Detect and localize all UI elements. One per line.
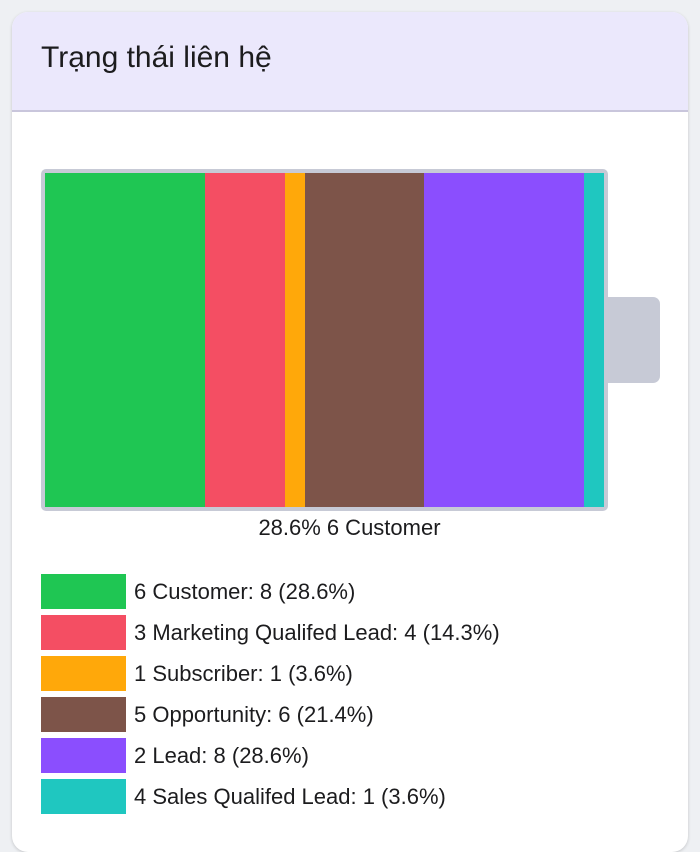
legend-label: 4 Sales Qualifed Lead: 1 (3.6%) (134, 783, 446, 809)
legend-swatch (41, 738, 126, 773)
battery-segment[interactable] (583, 173, 604, 507)
legend-item[interactable]: 2 Lead: 8 (28.6%) (41, 735, 500, 776)
battery-segment[interactable] (204, 173, 285, 507)
legend-item[interactable]: 6 Customer: 8 (28.6%) (41, 571, 500, 612)
battery-cap (608, 297, 660, 383)
legend-swatch (41, 574, 126, 609)
legend-label: 5 Opportunity: 6 (21.4%) (134, 701, 374, 727)
caption-label: 6 Customer (326, 515, 441, 540)
battery-chart (41, 169, 608, 511)
legend-item[interactable]: 1 Subscriber: 1 (3.6%) (41, 653, 500, 694)
battery-segment[interactable] (284, 173, 305, 507)
contact-status-card: Trạng thái liên hệ 28.6% 6 Customer 6 Cus… (12, 12, 688, 852)
battery-segment[interactable] (424, 173, 584, 507)
legend-label: 6 Customer: 8 (28.6%) (134, 578, 356, 604)
legend-label: 3 Marketing Qualifed Lead: 4 (14.3%) (134, 619, 500, 645)
battery-fill (45, 173, 604, 507)
card-header: Trạng thái liên hệ (12, 12, 688, 112)
chart-caption: 28.6% 6 Customer (41, 515, 658, 541)
legend-item[interactable]: 4 Sales Qualifed Lead: 1 (3.6%) (41, 776, 500, 817)
legend-swatch (41, 615, 126, 650)
legend-swatch (41, 656, 126, 691)
legend-item[interactable]: 5 Opportunity: 6 (21.4%) (41, 694, 500, 735)
caption-percent: 28.6% (258, 515, 321, 540)
legend-label: 1 Subscriber: 1 (3.6%) (134, 660, 353, 686)
legend-label: 2 Lead: 8 (28.6%) (134, 742, 309, 768)
chart-legend: 6 Customer: 8 (28.6%) 3 Marketing Qualife… (41, 571, 500, 817)
card-title: Trạng thái liên hệ (41, 41, 272, 74)
battery-segment[interactable] (304, 173, 425, 507)
battery-segment[interactable] (45, 173, 205, 507)
legend-swatch (41, 697, 126, 732)
legend-item[interactable]: 3 Marketing Qualifed Lead: 4 (14.3%) (41, 612, 500, 653)
legend-swatch (41, 779, 126, 814)
